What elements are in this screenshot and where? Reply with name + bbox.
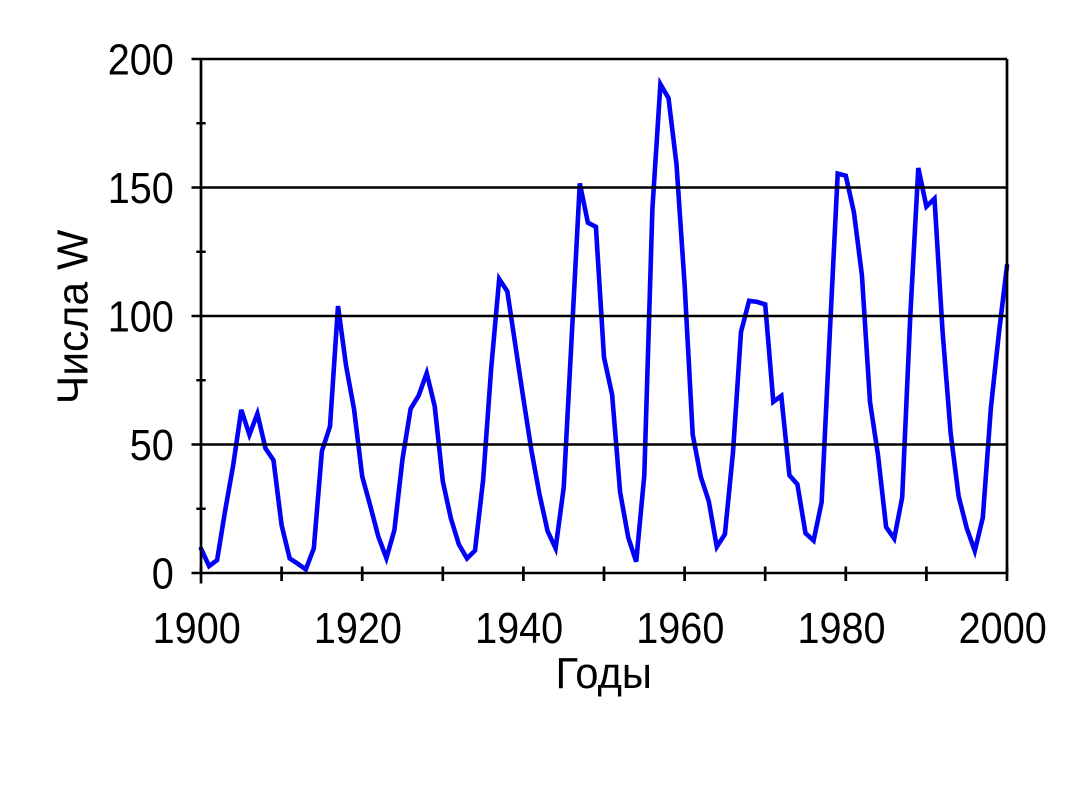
svg-text:0: 0 [152,549,174,598]
svg-text:1920: 1920 [314,603,402,652]
svg-text:2000: 2000 [959,603,1047,652]
svg-text:1980: 1980 [797,603,885,652]
svg-text:Годы: Годы [555,649,651,698]
svg-text:100: 100 [108,292,174,341]
svg-text:Числа W: Числа W [49,230,98,405]
svg-text:150: 150 [108,163,174,212]
svg-text:1900: 1900 [153,603,241,652]
svg-text:50: 50 [130,420,174,469]
svg-text:200: 200 [108,35,174,84]
svg-text:1960: 1960 [636,603,724,652]
svg-text:1940: 1940 [475,603,563,652]
